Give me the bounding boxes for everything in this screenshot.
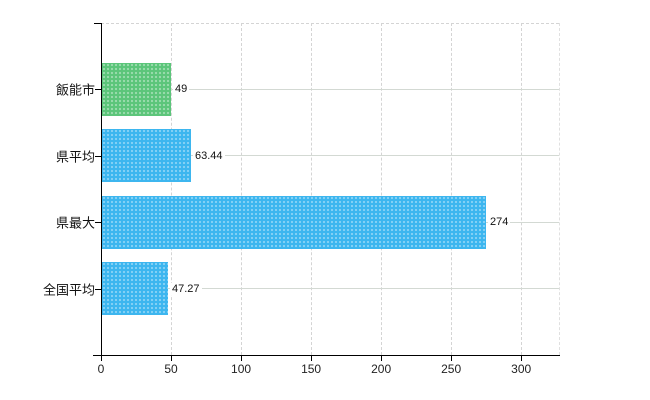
bar-value-label: 274 <box>488 216 511 229</box>
x-axis-tick-label: 300 <box>511 362 532 376</box>
y-axis-tick <box>95 288 101 290</box>
category-label: 県最大 <box>55 215 95 231</box>
y-axis-line <box>101 23 102 356</box>
x-axis-tick <box>171 356 173 361</box>
gridline-vertical <box>311 23 313 355</box>
bar-県平均 <box>102 129 191 183</box>
plot-right-border <box>559 23 560 355</box>
category-label: 全国平均 <box>42 282 95 298</box>
x-axis-tick-label: 200 <box>371 362 392 376</box>
gridline-horizontal <box>101 155 559 157</box>
x-axis-tick-label: 50 <box>164 362 178 376</box>
gridline-horizontal <box>101 88 559 90</box>
x-axis-tick <box>101 356 102 361</box>
gridline-vertical <box>241 23 243 355</box>
x-axis-line <box>93 355 560 356</box>
gridline-vertical <box>381 23 383 355</box>
bar-value-label: 63.44 <box>193 149 225 162</box>
x-axis-tick-label: 150 <box>301 362 322 376</box>
bar-飯能市 <box>102 62 171 116</box>
x-axis-tick <box>241 356 243 361</box>
gridline-vertical <box>171 23 173 355</box>
x-axis-tick <box>521 356 523 361</box>
y-axis-tick <box>95 155 101 157</box>
plot-top-border <box>101 23 559 24</box>
category-label: 飯能市 <box>55 82 95 98</box>
y-axis-tick <box>95 222 101 224</box>
x-axis-tick <box>381 356 383 361</box>
x-axis-tick <box>451 356 453 361</box>
bar-value-label: 47.27 <box>170 282 202 295</box>
bar-value-label: 49 <box>173 83 190 96</box>
x-axis-tick-label: 100 <box>231 362 252 376</box>
gridline-vertical <box>521 23 523 355</box>
category-label: 県平均 <box>55 149 95 165</box>
bar-県最大 <box>102 195 486 249</box>
gridline-vertical <box>451 23 453 355</box>
bar-全国平均 <box>102 262 168 316</box>
y-axis-tick <box>95 89 101 91</box>
y-axis-top-tick <box>94 23 101 24</box>
x-axis-tick-label: 250 <box>441 362 462 376</box>
gridline-horizontal <box>101 288 559 290</box>
x-axis-tick <box>311 356 313 361</box>
x-axis-tick-label: 0 <box>97 362 105 376</box>
